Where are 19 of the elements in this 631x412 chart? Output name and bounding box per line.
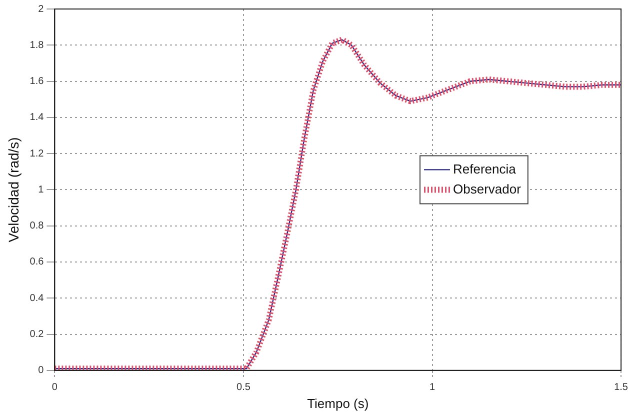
y-tick-label: 0.6 [30, 256, 44, 268]
y-tick-label: 0.8 [30, 220, 44, 232]
x-tick-label: 0 [52, 382, 58, 394]
y-axis-title: Velocidad (rad/s) [5, 137, 22, 242]
y-tick-label: 0.4 [30, 292, 44, 304]
y-tick-label: 2 [38, 4, 44, 15]
legend-label: Observador [452, 181, 522, 196]
y-tick-label: 1.2 [30, 148, 44, 160]
legend-label: Referencia [452, 161, 517, 176]
y-tick-label: 0.2 [30, 329, 44, 340]
x-tick-label: 0.5 [236, 382, 251, 394]
x-axis-title: Tiempo (s) [307, 396, 369, 411]
y-tick-label: 1.6 [30, 76, 44, 88]
y-tick-label: 0 [38, 365, 44, 376]
y-tick-label: 1.4 [30, 112, 44, 124]
y-tick-label: 1 [38, 184, 44, 196]
x-tick-label: 1 [429, 382, 436, 394]
x-tick-label: 1.5 [614, 382, 628, 394]
y-tick-label: 1.8 [30, 40, 44, 51]
